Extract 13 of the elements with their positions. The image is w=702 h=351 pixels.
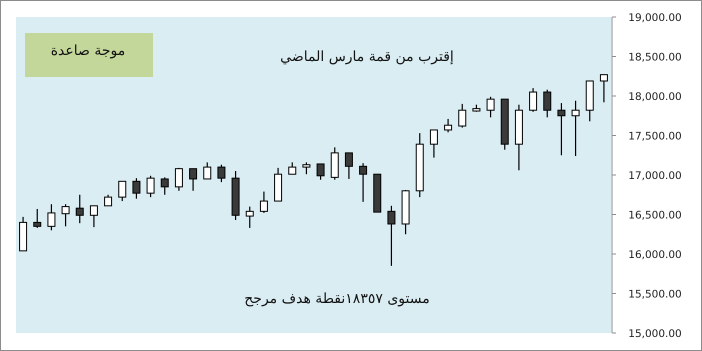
y-tick-label: 18,500.00: [628, 52, 682, 64]
y-tick-label: 15,000.00: [628, 328, 682, 340]
annotation: موجة صاعدة: [50, 43, 126, 59]
annotation: إقترب من قمة مارس الماضي: [280, 49, 454, 65]
y-tick-label: 17,500.00: [628, 130, 682, 142]
y-tick-label: 18,000.00: [628, 91, 682, 103]
y-tick-label: 16,500.00: [628, 210, 682, 222]
y-tick-label: 15,500.00: [628, 288, 682, 300]
annotation: موجة صاعدة: [25, 33, 153, 77]
y-tick-label: 16,000.00: [628, 249, 682, 261]
annotation: مستوى ١٨٣٥٧نقطة هدف مرجح: [244, 291, 430, 307]
y-tick-label: 19,000.00: [628, 12, 682, 24]
y-tick-label: 17,000.00: [628, 170, 682, 182]
